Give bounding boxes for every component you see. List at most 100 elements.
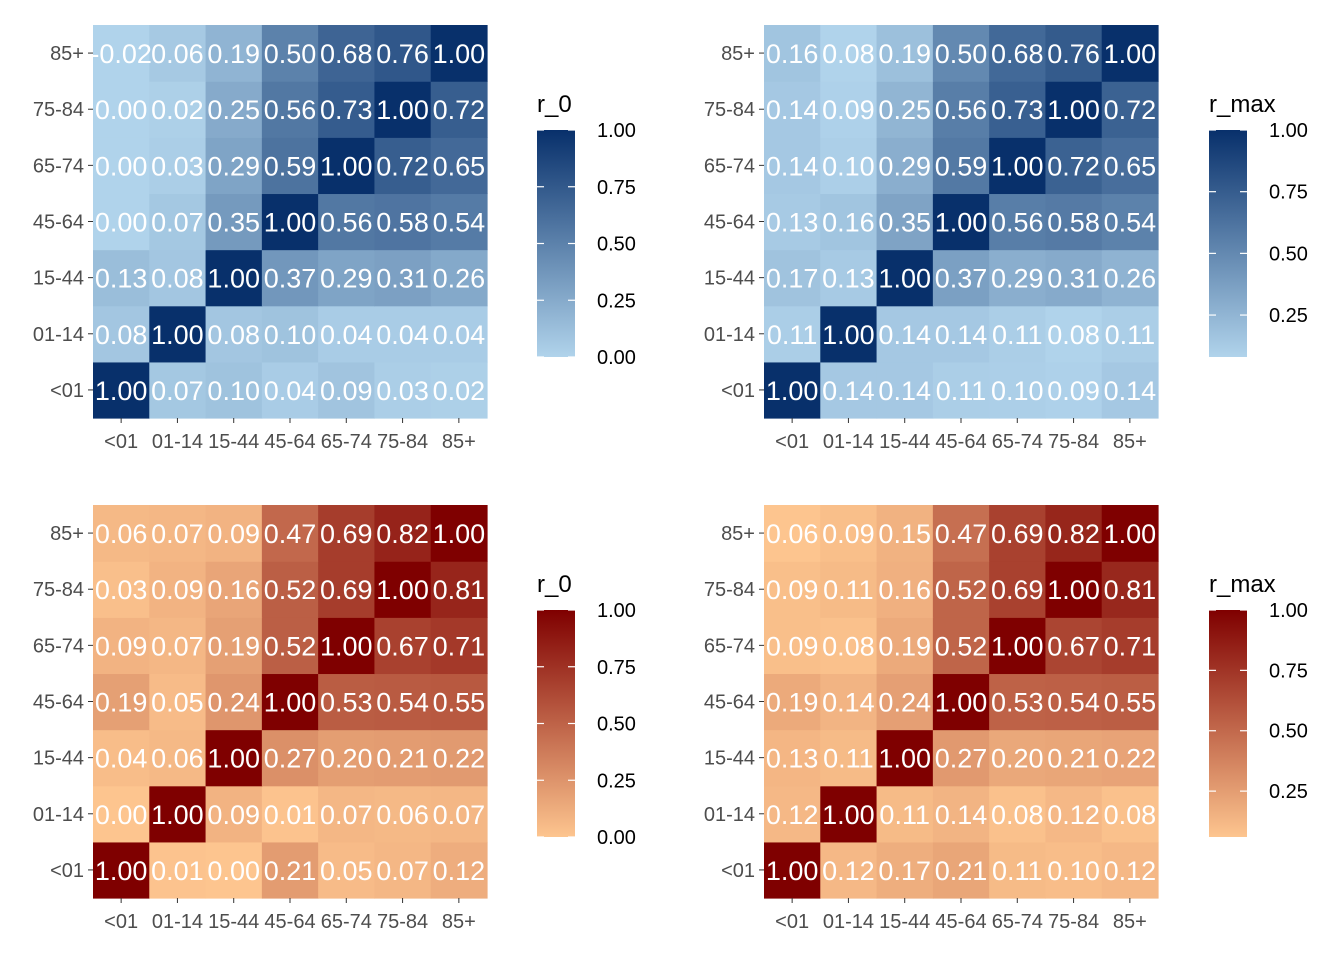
cell-value-label: 0.06: [151, 39, 204, 69]
heatmap-cell-45-64-lt01: [93, 193, 150, 251]
heatmap-cell-01-14-45-64: [261, 305, 319, 363]
cell-value-label: 1.00: [991, 151, 1044, 181]
heatmap-cell-01-14-75-84: [374, 305, 432, 363]
heatmap-cell-lt01-65-74: [318, 841, 376, 899]
cell-value-label: 0.50: [264, 39, 317, 69]
y-tick-label: 75-84: [704, 579, 755, 601]
y-tick-label: 65-74: [704, 635, 755, 657]
cell-value-label: 0.31: [1047, 264, 1100, 294]
cell-value-label: 0.09: [1047, 376, 1100, 406]
cell-value-label: 0.17: [766, 264, 819, 294]
y-tick-label: 01-14: [33, 804, 84, 826]
cell-value-label: 0.21: [935, 856, 988, 886]
cell-value-label: 0.52: [935, 575, 988, 605]
heatmap-cell-lt01-85plus: [430, 361, 488, 419]
cell-value-label: -0.02: [90, 39, 152, 69]
heatmap-cell-01-14-85plus: [1101, 305, 1159, 363]
cell-value-label: 1.00: [207, 744, 260, 774]
cell-value-label: 1.00: [1047, 95, 1100, 125]
cell-value-label: 0.35: [207, 208, 260, 238]
cell-value-label: 0.13: [95, 264, 148, 294]
heatmap-cell-45-64-15-44: [876, 193, 934, 251]
heatmap-cell-15-44-lt01: [764, 249, 821, 307]
cell-value-label: 1.00: [991, 631, 1044, 661]
legend-tick-label: 0.25: [1269, 305, 1308, 327]
heatmap-cell-01-14-15-44: [205, 305, 263, 363]
cell-value-label: 0.69: [991, 575, 1044, 605]
x-tick-label: <01: [775, 431, 809, 453]
heatmap-cell-45-64-45-64: [261, 673, 319, 731]
heatmap-cell-75-84-45-64: [261, 561, 319, 618]
x-tick-label: 75-84: [1048, 911, 1099, 933]
x-tick-label: 01-14: [152, 431, 203, 453]
heatmap-cell-65-74-85plus: [430, 617, 488, 675]
cell-value-label: 0.55: [433, 688, 486, 718]
cell-value-label: 0.29: [320, 264, 373, 294]
cell-value-label: 0.08: [151, 264, 204, 294]
heatmap-cell-75-84-75-84: [374, 81, 432, 138]
cell-value-label: 0.25: [207, 95, 260, 125]
cell-value-label: 0.24: [207, 688, 260, 718]
heatmap-cell-45-64-85plus: [430, 673, 488, 731]
cell-value-label: 0.11: [823, 744, 874, 774]
cell-value-label: 0.14: [935, 320, 988, 350]
heatmap-cell-lt01-01-14: [820, 841, 878, 899]
heatmap-cell-65-74-75-84: [1045, 617, 1103, 675]
heatmap-cell-65-74-lt01: [764, 617, 821, 675]
legend-colorbar: [1209, 610, 1247, 837]
cell-value-label: 0.21: [1047, 744, 1100, 774]
cell-value-label: 0.07: [376, 856, 429, 886]
cell-value-label: 0.08: [207, 320, 260, 350]
cell-value-label: 0.54: [376, 688, 429, 718]
heatmap-cell-65-74-65-74: [318, 137, 376, 195]
cell-value-label: 0.04: [433, 320, 486, 350]
heatmap-cell-75-84-01-14: [820, 561, 878, 618]
cell-value-label: 0.73: [320, 95, 373, 125]
cell-value-label: 0.76: [376, 39, 429, 69]
heatmap-cell-75-84-65-74: [989, 81, 1047, 138]
heatmap-cell-01-14-85plus: [1101, 785, 1159, 843]
heatmap-cell-75-84-85plus: [430, 81, 488, 138]
cell-value-label: 0.08: [822, 631, 875, 661]
heatmap-cell-45-64-65-74: [318, 193, 376, 251]
legend-tick-label: 0.25: [1269, 781, 1308, 803]
cell-value-label: 1.00: [320, 151, 373, 181]
heatmap-cell-45-64-75-84: [1045, 673, 1103, 731]
cell-value-label: 0.19: [95, 688, 148, 718]
heatmap-cell-15-44-15-44: [876, 249, 934, 307]
x-tick-label: 45-64: [264, 911, 315, 933]
heatmap-cell-85plus-lt01: [764, 25, 821, 82]
cell-value-label: 0.13: [822, 264, 875, 294]
cell-value-label: 0.01: [264, 800, 317, 830]
heatmap-cell-85plus-85plus: [1101, 505, 1159, 562]
x-tick-label: 01-14: [823, 431, 874, 453]
heatmap-cell-85plus-15-44: [876, 505, 934, 562]
cell-value-label: 0.22: [433, 744, 486, 774]
heatmap-cell-75-84-15-44: [876, 561, 934, 618]
heatmap-cell-75-84-lt01: [764, 81, 821, 138]
x-tick-label: 01-14: [152, 911, 203, 933]
cell-value-label: 0.11: [879, 800, 930, 830]
x-tick-label: 85+: [1113, 911, 1147, 933]
cell-value-label: 0.14: [1104, 376, 1157, 406]
cell-value-label: 0.04: [376, 320, 429, 350]
heatmap-cell-85plus-01-14: [149, 505, 207, 562]
heatmap-cell-85plus-85plus: [430, 505, 488, 562]
heatmap-cell-lt01-lt01: [93, 841, 150, 899]
cell-value-label: 0.02: [151, 95, 204, 125]
heatmap-cell-75-84-01-14: [820, 81, 878, 138]
heatmap-cell-45-64-15-44: [205, 193, 263, 251]
cell-value-label: 0.53: [320, 688, 373, 718]
cell-value-label: 0.72: [433, 95, 486, 125]
heatmap-cell-45-64-01-14: [820, 673, 878, 731]
cell-value-label: 0.69: [991, 519, 1044, 549]
cell-value-label: 1.00: [878, 264, 931, 294]
cell-value-label: 0.14: [822, 688, 875, 718]
y-tick-label: 45-64: [33, 692, 84, 714]
cell-value-label: 0.35: [878, 208, 931, 238]
heatmap-cell-45-64-lt01: [764, 193, 821, 251]
y-tick-label: 15-44: [33, 268, 84, 290]
heatmap-cell-65-74-65-74: [989, 137, 1047, 195]
heatmap-cell-65-74-65-74: [318, 617, 376, 675]
